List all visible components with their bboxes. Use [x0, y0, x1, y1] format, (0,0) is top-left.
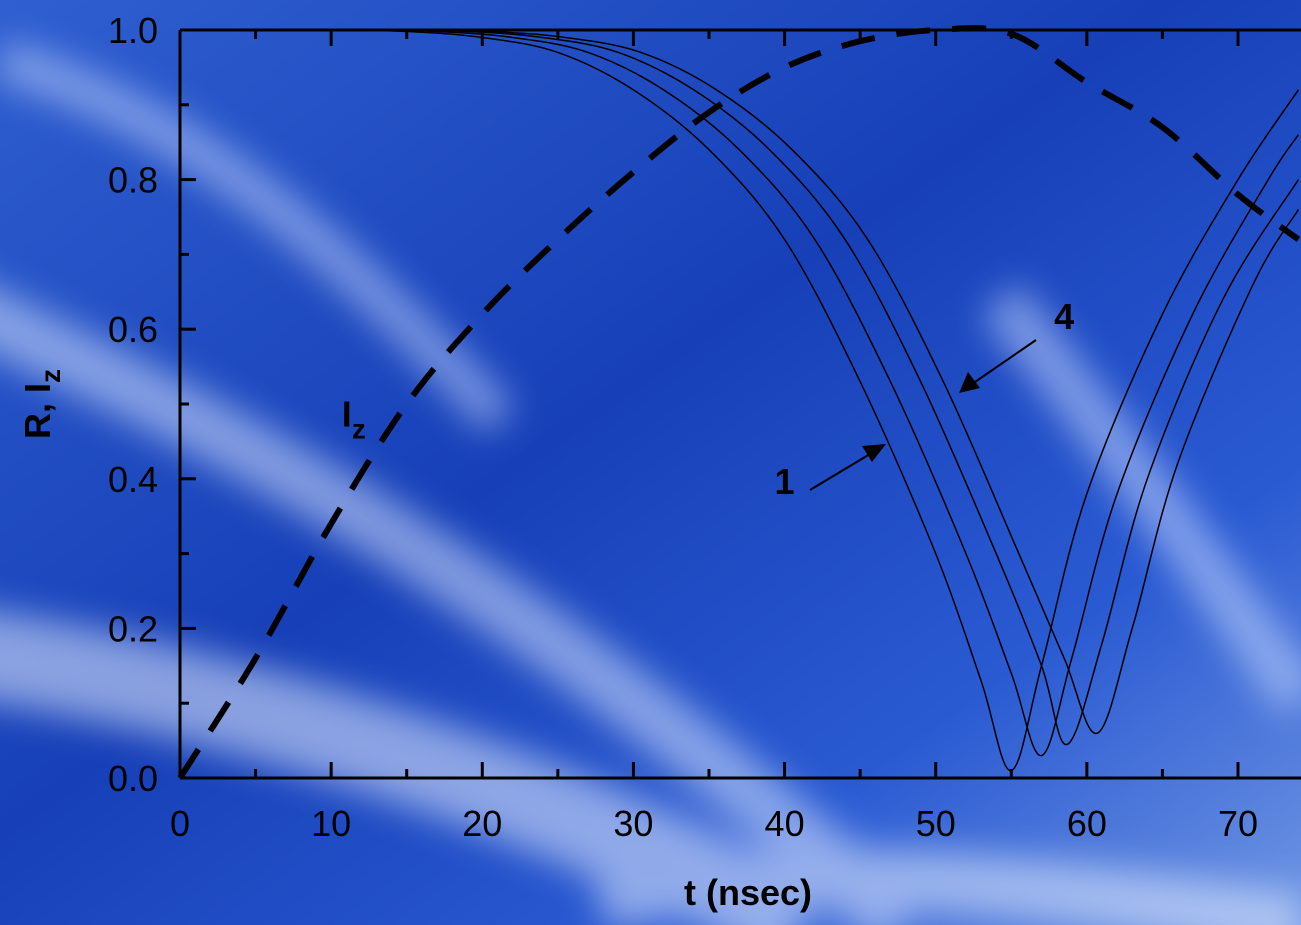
annotation-text: I — [342, 393, 352, 434]
y-tick-label: 0.2 — [108, 608, 158, 649]
x-axis-label: t (nsec) — [684, 872, 812, 913]
y-axis-label-main: R, I — [17, 383, 58, 439]
annotation-text: 4 — [1054, 296, 1074, 337]
x-tick-label: 50 — [916, 803, 956, 844]
y-tick-label: 0.0 — [108, 758, 158, 799]
y-axis-label-sub: z — [35, 369, 66, 383]
x-tick-label: 10 — [311, 803, 351, 844]
y-tick-label: 0.6 — [108, 309, 158, 350]
x-tick-label: 40 — [765, 803, 805, 844]
y-tick-label: 0.4 — [108, 459, 158, 500]
x-tick-label: 20 — [462, 803, 502, 844]
annotation: 1 — [775, 461, 795, 502]
y-tick-label: 0.8 — [108, 160, 158, 201]
x-tick-label: 0 — [170, 803, 190, 844]
page: t (nsec) R, Iz 0102030405060700.00.20.40… — [0, 0, 1301, 925]
chart: t (nsec) R, Iz 0102030405060700.00.20.40… — [0, 0, 1301, 925]
x-tick-label: 30 — [613, 803, 653, 844]
x-tick-label: 70 — [1218, 803, 1258, 844]
x-tick-label: 60 — [1067, 803, 1107, 844]
annotation: 4 — [1054, 296, 1074, 337]
annotation-text: 1 — [775, 461, 795, 502]
y-tick-label: 1.0 — [108, 10, 158, 51]
annotation-sub: z — [352, 413, 366, 444]
